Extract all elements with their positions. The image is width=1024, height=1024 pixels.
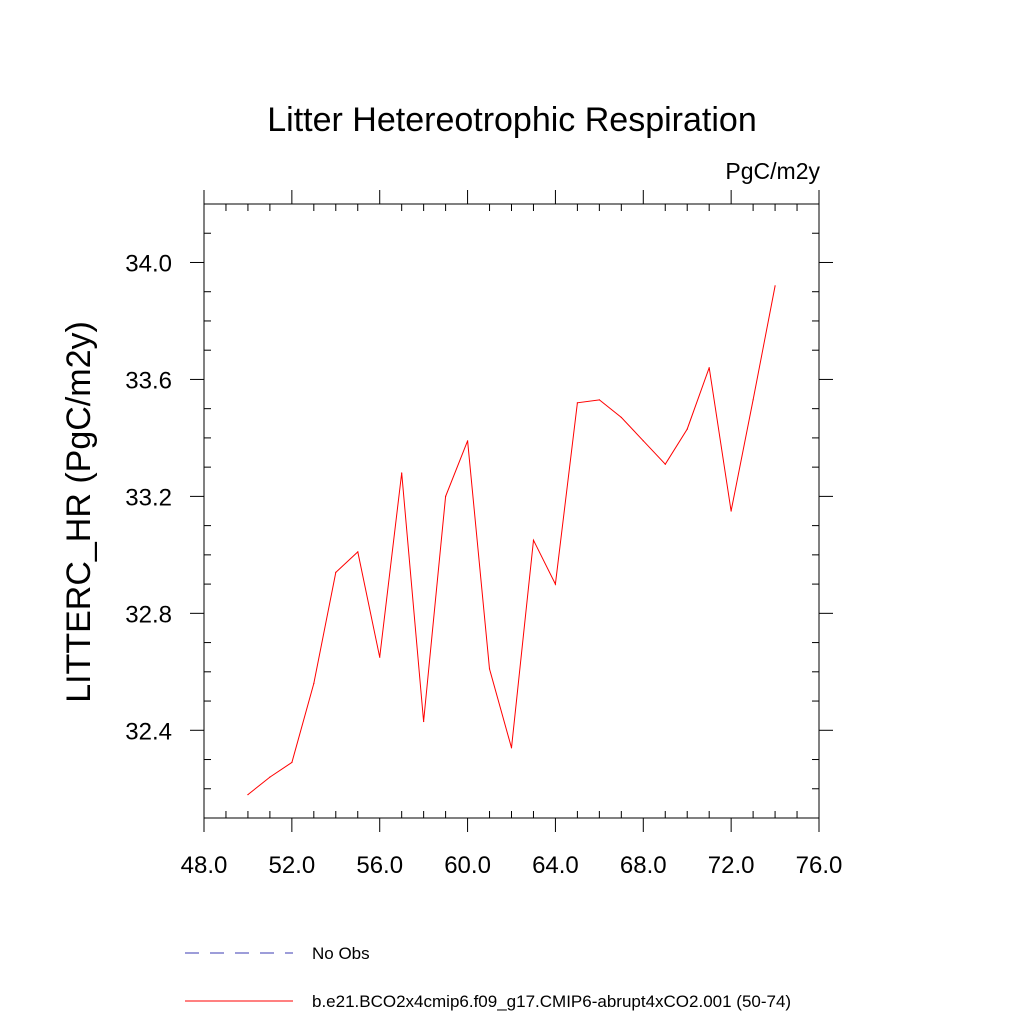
x-tick-label: 76.0: [796, 852, 843, 879]
tick-marks: [190, 190, 833, 832]
data-point: [445, 495, 447, 497]
plot-frame: [203, 203, 820, 819]
y-tick-label: 33.2: [125, 484, 172, 511]
data-point: [335, 571, 337, 574]
units-label: PgC/m2y: [725, 158, 820, 184]
y-tick-labels: 32.4 32.8 33.2 33.6 34.0: [125, 250, 172, 745]
data-point: [466, 440, 469, 442]
data-point: [510, 747, 513, 749]
data-point: [313, 682, 315, 685]
x-tick-label: 52.0: [268, 852, 315, 879]
series-line: [247, 285, 776, 795]
x-tick-label: 68.0: [620, 852, 667, 879]
data-point: [752, 399, 754, 401]
y-tick-label: 34.0: [125, 250, 172, 277]
data-point: [642, 440, 644, 442]
data-point: [269, 776, 271, 778]
data-point: [620, 416, 622, 419]
chart-title: Litter Hetereotrophic Respiration: [267, 101, 756, 139]
legend: No Obs b.e21.BCO2x4cmip6.f09_g17.CMIP6-a…: [185, 944, 791, 1011]
data-point: [379, 656, 381, 658]
x-tick-labels: 48.0 52.0 56.0 60.0 64.0 68.0 72.0 76.0: [181, 852, 843, 879]
data-point: [686, 428, 688, 430]
data-point: [664, 463, 666, 465]
data-point: [554, 583, 557, 585]
series-group: [247, 285, 776, 796]
data-point: [730, 510, 732, 512]
data-point: [247, 794, 249, 796]
data-point: [576, 402, 578, 404]
data-point: [598, 399, 600, 401]
legend-label-no-obs: No Obs: [312, 944, 370, 963]
y-axis-label: LITTERC_HR (PgC/m2y): [60, 321, 98, 703]
data-point: [488, 668, 491, 670]
data-point: [357, 551, 359, 553]
x-tick-label: 60.0: [444, 852, 491, 879]
x-tick-label: 72.0: [708, 852, 755, 879]
data-point: [708, 367, 710, 369]
data-point: [291, 761, 293, 764]
y-tick-label: 32.8: [125, 601, 172, 628]
x-tick-label: 56.0: [356, 852, 403, 879]
data-point: [401, 472, 403, 474]
x-tick-label: 48.0: [181, 852, 228, 879]
data-point: [423, 720, 425, 723]
y-tick-label: 32.4: [125, 718, 172, 745]
data-point: [532, 539, 535, 541]
legend-label-model: b.e21.BCO2x4cmip6.f09_g17.CMIP6-abrupt4x…: [312, 992, 791, 1011]
x-tick-label: 64.0: [532, 852, 579, 879]
y-tick-label: 33.6: [125, 367, 172, 394]
data-point: [774, 285, 776, 287]
